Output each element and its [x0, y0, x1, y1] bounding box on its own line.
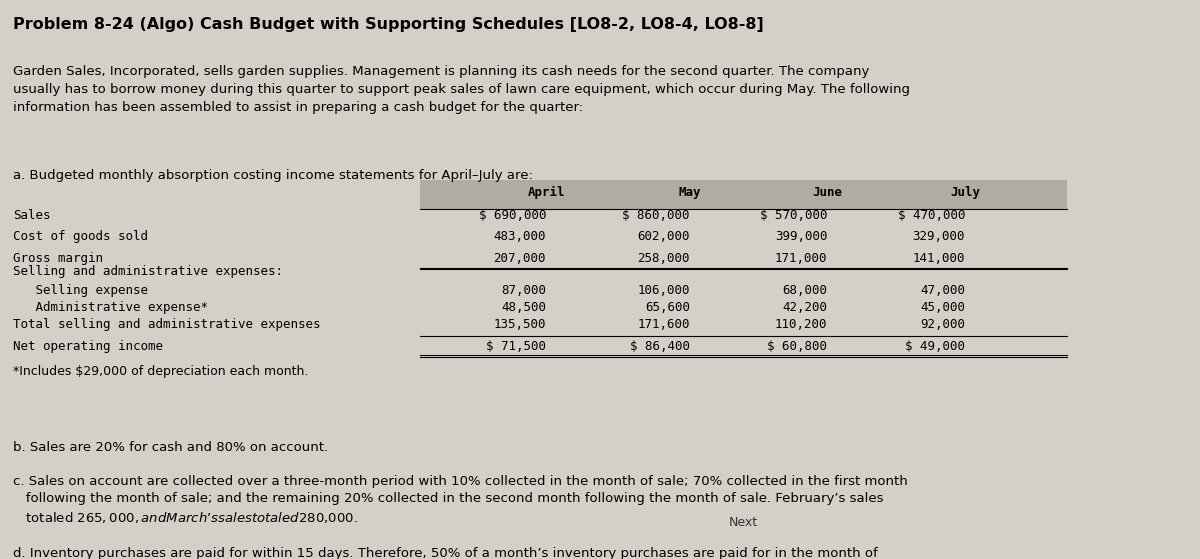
Text: $ 690,000: $ 690,000	[479, 209, 546, 222]
Text: 171,000: 171,000	[775, 252, 828, 264]
Text: 135,500: 135,500	[493, 318, 546, 331]
Text: Garden Sales, Incorporated, sells garden supplies. Management is planning its ca: Garden Sales, Incorporated, sells garden…	[13, 65, 911, 114]
Text: 48,500: 48,500	[502, 301, 546, 314]
Text: Selling and administrative expenses:: Selling and administrative expenses:	[13, 265, 283, 278]
Text: 45,000: 45,000	[920, 301, 965, 314]
Text: 42,200: 42,200	[782, 301, 828, 314]
Text: $ 71,500: $ 71,500	[486, 339, 546, 353]
Text: Next: Next	[730, 515, 758, 528]
Text: *Includes $29,000 of depreciation each month.: *Includes $29,000 of depreciation each m…	[13, 365, 308, 378]
Text: Total selling and administrative expenses: Total selling and administrative expense…	[13, 318, 320, 331]
Text: Selling expense: Selling expense	[13, 283, 149, 297]
Text: 602,000: 602,000	[637, 230, 690, 243]
Text: Administrative expense*: Administrative expense*	[13, 301, 209, 314]
Text: 65,600: 65,600	[644, 301, 690, 314]
Text: d. Inventory purchases are paid for within 15 days. Therefore, 50% of a month’s : d. Inventory purchases are paid for with…	[13, 547, 878, 559]
Text: $ 49,000: $ 49,000	[905, 339, 965, 353]
Text: Net operating income: Net operating income	[13, 339, 163, 353]
Text: 68,000: 68,000	[782, 283, 828, 297]
Text: 47,000: 47,000	[920, 283, 965, 297]
Text: July: July	[950, 186, 980, 199]
Text: 141,000: 141,000	[913, 252, 965, 264]
Text: $ 86,400: $ 86,400	[630, 339, 690, 353]
Text: $ 860,000: $ 860,000	[623, 209, 690, 222]
Text: 329,000: 329,000	[913, 230, 965, 243]
Text: 106,000: 106,000	[637, 283, 690, 297]
Text: Sales: Sales	[13, 209, 50, 222]
Text: Cost of goods sold: Cost of goods sold	[13, 230, 149, 243]
Text: $ 570,000: $ 570,000	[760, 209, 828, 222]
Text: April: April	[527, 186, 565, 199]
Text: 110,200: 110,200	[775, 318, 828, 331]
Text: May: May	[678, 186, 701, 199]
Text: a. Budgeted monthly absorption costing income statements for April–July are:: a. Budgeted monthly absorption costing i…	[13, 169, 533, 182]
Text: 171,600: 171,600	[637, 318, 690, 331]
Text: 87,000: 87,000	[502, 283, 546, 297]
Text: 92,000: 92,000	[920, 318, 965, 331]
Text: Gross margin: Gross margin	[13, 252, 103, 264]
Text: b. Sales are 20% for cash and 80% on account.: b. Sales are 20% for cash and 80% on acc…	[13, 440, 329, 454]
Text: $ 60,800: $ 60,800	[768, 339, 828, 353]
Text: 258,000: 258,000	[637, 252, 690, 264]
Text: 483,000: 483,000	[493, 230, 546, 243]
Text: $ 470,000: $ 470,000	[898, 209, 965, 222]
Text: 207,000: 207,000	[493, 252, 546, 264]
Text: Problem 8-24 (Algo) Cash Budget with Supporting Schedules [LO8-2, LO8-4, LO8-8]: Problem 8-24 (Algo) Cash Budget with Sup…	[13, 17, 764, 32]
Text: 399,000: 399,000	[775, 230, 828, 243]
FancyBboxPatch shape	[420, 180, 1067, 209]
Text: June: June	[812, 186, 842, 199]
Text: c. Sales on account are collected over a three-month period with 10% collected i: c. Sales on account are collected over a…	[13, 475, 908, 525]
